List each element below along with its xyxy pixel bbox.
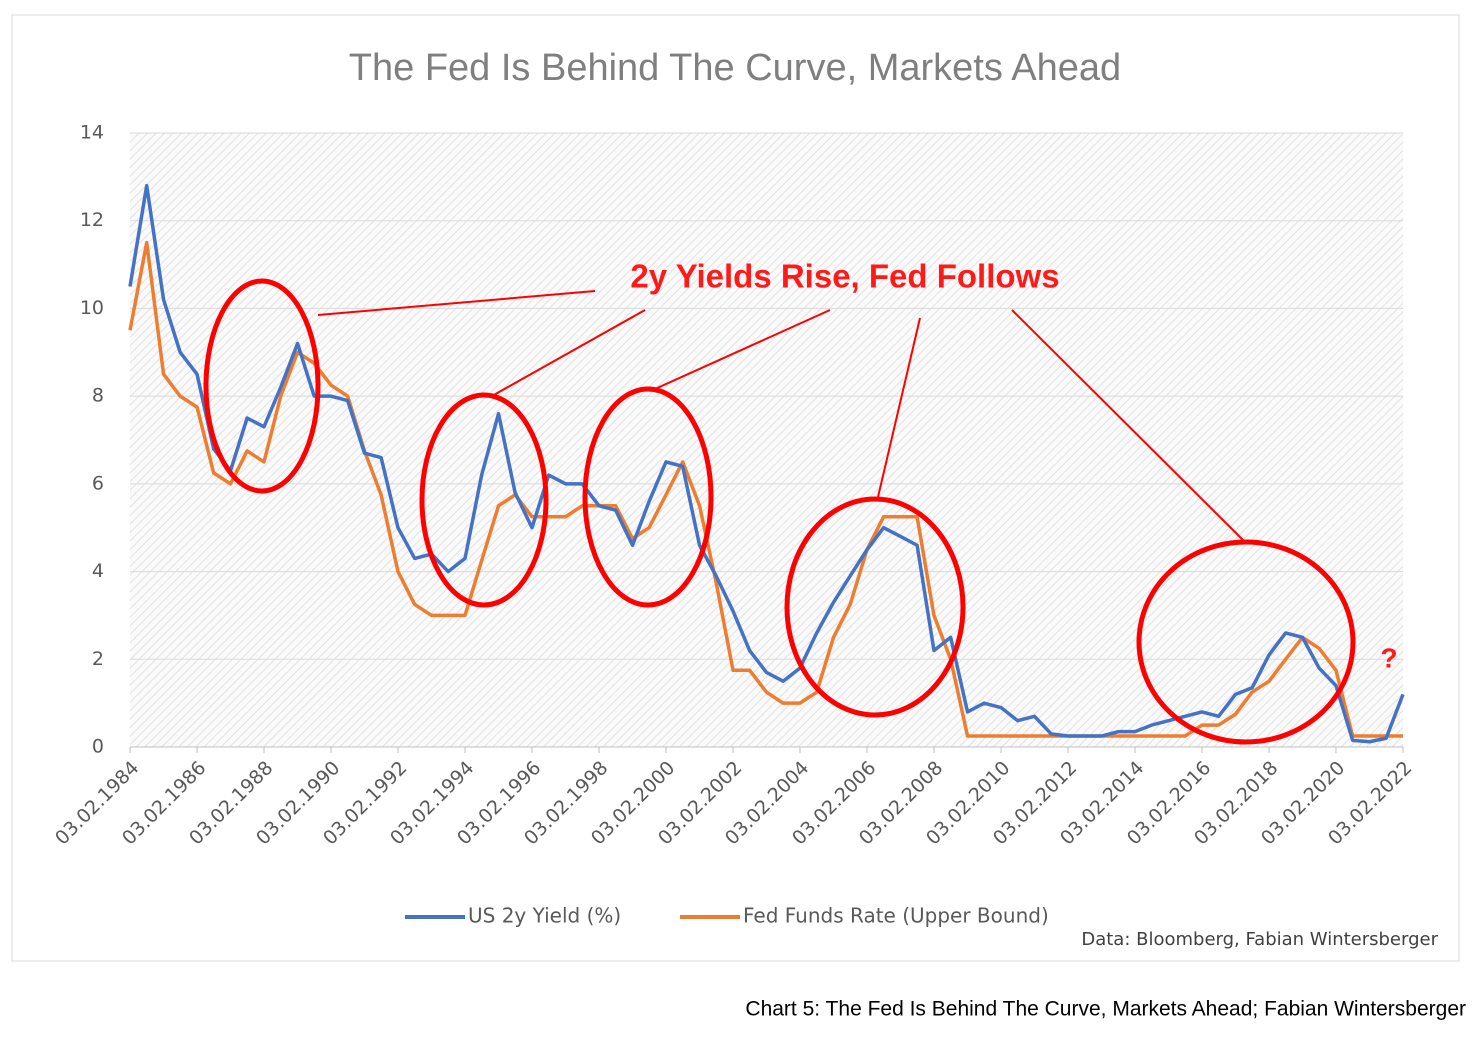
series-line [128,240,1403,738]
source: Data: Bloomberg, Fabian Wintersberger [1081,929,1438,950]
annotation: ? [1380,642,1397,673]
circle [203,278,321,494]
arrow [317,290,596,316]
circle [419,392,549,608]
caption: Chart 5: The Fed Is Behind The Curve, Ma… [745,998,1466,1021]
legend: US 2y Yield (%) Fed Funds Rate (Upper Bou… [405,904,1049,928]
arrow [654,309,831,390]
y-tick-label: 8 [92,385,104,407]
y-tick-label: 10 [80,297,104,319]
plot-area [130,133,1403,747]
circle [784,496,966,718]
legend-label: US 2y Yield (%) [468,904,621,928]
annotation-arrows [317,290,1246,543]
y-tick-label: 2 [92,648,104,670]
y-tick-label: 6 [92,472,104,494]
y-tick-label: 4 [92,560,104,582]
y-tick-label: 14 [80,122,104,144]
arrow [877,317,921,498]
y-tick-label: 12 [80,209,104,231]
circle [1136,539,1356,745]
arrow [1011,309,1246,543]
legend-label: Fed Funds Rate (Upper Bound) [743,904,1049,928]
series-line [128,183,1405,744]
arrow [491,309,646,397]
chart-title: The Fed Is Behind The Curve, Markets Ahe… [349,47,1121,89]
y-tick-label: 0 [92,736,104,758]
annotation: 2y Yields Rise, Fed Follows [630,258,1059,295]
circle [582,386,714,608]
annotation-circles [203,278,1356,745]
